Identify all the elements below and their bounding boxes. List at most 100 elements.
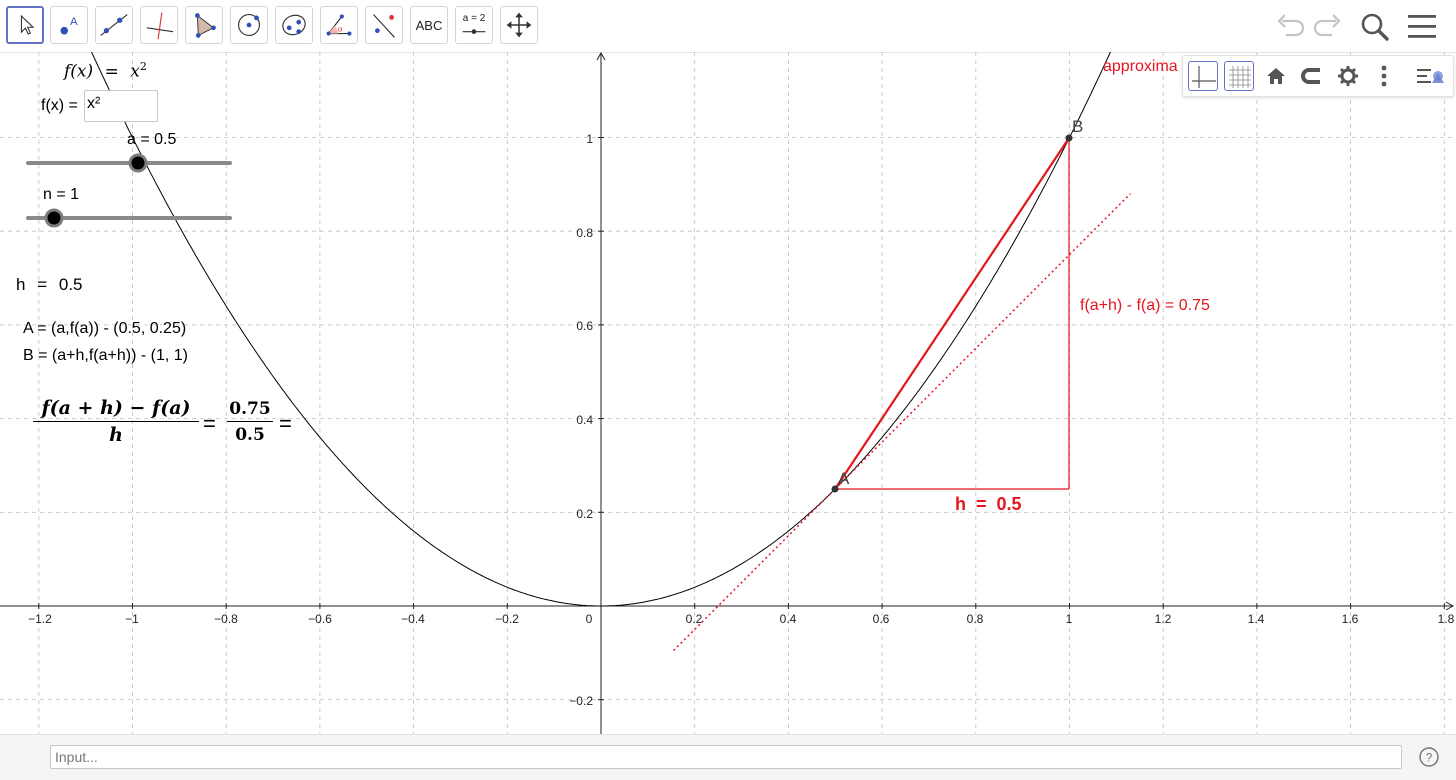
function-display: f(x) = x2: [64, 60, 147, 82]
settings-button[interactable]: [1333, 61, 1363, 91]
more-button[interactable]: [1369, 61, 1399, 91]
reflect-tool[interactable]: [365, 6, 403, 44]
slider-n[interactable]: [26, 208, 232, 228]
h-eq: =: [37, 275, 48, 294]
slider-a-knob[interactable]: [128, 153, 148, 173]
move-tool[interactable]: [6, 6, 44, 44]
graphics-view[interactable]: −1.2 −1 −0.8 −0.6 −0.4 −0.2 0 0.2 0.4 0.…: [0, 52, 1456, 734]
dq-denominator: h: [109, 424, 123, 446]
dq-den-value: 0.5: [235, 425, 265, 445]
dq-eq1: =: [203, 411, 216, 436]
circle-icon: [238, 14, 260, 36]
h-value: 0.5: [58, 275, 83, 294]
slider-a[interactable]: [26, 153, 232, 173]
slider-n-knob[interactable]: [44, 208, 64, 228]
circle-tool[interactable]: [230, 6, 268, 44]
angle-icon: α: [326, 14, 352, 36]
slider-n-label: n = 1: [43, 186, 80, 203]
x-tick-label: 1.8: [1438, 612, 1455, 626]
perpendicular-line-tool[interactable]: [140, 6, 178, 44]
style-toggle-button[interactable]: [1413, 61, 1449, 91]
point-a[interactable]: [831, 485, 839, 493]
function-input-field[interactable]: x²: [84, 90, 158, 122]
text-tool[interactable]: ABC: [410, 6, 448, 44]
graphics-canvas[interactable]: −1.2 −1 −0.8 −0.6 −0.4 −0.2 0 0.2 0.4 0.…: [0, 52, 1456, 734]
x-axis-ticks: −1.2 −1 −0.8 −0.6 −0.4 −0.2 0 0.2 0.4 0.…: [28, 612, 1455, 626]
slider-a-label: a = 0.5: [127, 131, 177, 148]
point-b-definition: B = (a+h,f(a+h)) - (1, 1): [23, 347, 188, 364]
x-tick-label: 1.4: [1248, 612, 1265, 626]
function-exponent: 2: [139, 60, 147, 73]
y-tick-label: −0.2: [569, 694, 593, 708]
function-lhs: f(x): [64, 61, 94, 82]
snap-button[interactable]: [1296, 61, 1326, 91]
slider-tool[interactable]: a = 2: [455, 6, 493, 44]
axes-toggle[interactable]: [1188, 61, 1218, 91]
point-b-label: B: [1072, 117, 1083, 136]
x-tick-label: 0.8: [967, 612, 984, 626]
x-tick-label: −1: [125, 612, 139, 626]
function-eq: =: [104, 61, 119, 82]
ellipse-icon: [282, 14, 306, 36]
home-icon: [1267, 68, 1285, 84]
home-button[interactable]: [1261, 61, 1291, 91]
svg-text:α: α: [338, 25, 343, 34]
toolbar: A α ABC a = 2: [0, 0, 1456, 53]
secant-line[interactable]: [834, 137, 1070, 490]
dq-numerator: f(a + h) − f(a): [33, 397, 199, 422]
dq-num-value: 0.75: [227, 399, 273, 422]
input-bar: ?: [0, 734, 1456, 780]
function-f-curve[interactable]: [0, 52, 1135, 607]
cursor-arrow-icon: [20, 14, 35, 35]
x-tick-label: 1.2: [1155, 612, 1172, 626]
more-icon: [1381, 65, 1387, 87]
point-tool[interactable]: A: [50, 6, 88, 44]
x-tick-label: 1.6: [1342, 612, 1359, 626]
grid-icon: [1229, 66, 1251, 88]
x-tick-label: 0: [586, 612, 593, 626]
line-tool[interactable]: [95, 6, 133, 44]
undo-icon[interactable]: [1274, 12, 1308, 40]
y-tick-label: 0.2: [576, 507, 593, 521]
text-tool-label: ABC: [415, 18, 443, 33]
rise-label: f(a+h) - f(a) = 0.75: [1080, 297, 1210, 314]
y-tick-label: 0.6: [576, 319, 593, 333]
y-tick-label: 0.8: [576, 226, 593, 240]
help-icon[interactable]: ?: [1418, 746, 1440, 768]
axes: [0, 52, 1455, 734]
h-value-text: h = 0.5: [16, 275, 83, 295]
polygon-icon: [195, 13, 216, 38]
h-label: h: [16, 275, 26, 294]
y-axis-ticks: 1 0.8 0.6 0.4 0.2 −0.2: [569, 132, 593, 708]
magnet-icon: [1301, 68, 1320, 84]
algebra-input-field[interactable]: [50, 745, 1402, 769]
point-icon: A: [60, 16, 78, 35]
x-tick-label: −0.8: [214, 612, 238, 626]
x-tick-label: −1.2: [28, 612, 52, 626]
point-a-label: A: [838, 469, 850, 488]
polygon-tool[interactable]: [185, 6, 223, 44]
slider-icon: [462, 29, 486, 34]
grid: [0, 52, 1456, 734]
axes-icon: [1192, 66, 1216, 88]
grid-toggle[interactable]: [1224, 61, 1254, 91]
tangent-line[interactable]: [673, 193, 1131, 652]
x-tick-label: −0.6: [308, 612, 332, 626]
svg-text:A: A: [70, 16, 78, 28]
help-icon-glyph: ?: [1426, 751, 1433, 765]
redo-icon[interactable]: [1310, 12, 1344, 40]
gear-icon: [1338, 66, 1358, 86]
menu-icon[interactable]: [1406, 12, 1438, 42]
conic-tool[interactable]: [275, 6, 313, 44]
line-icon: [100, 14, 128, 36]
x-axis-arrow: [1445, 601, 1455, 611]
search-icon[interactable]: [1358, 10, 1392, 44]
point-b[interactable]: [1065, 134, 1073, 142]
x-tick-label: −0.4: [401, 612, 425, 626]
x-tick-label: 0.2: [686, 612, 703, 626]
y-tick-label: 0.4: [576, 413, 593, 427]
angle-tool[interactable]: α: [320, 6, 358, 44]
y-axis-arrow: [596, 52, 606, 61]
move-graphics-view-tool[interactable]: [500, 6, 538, 44]
point-a-definition: A = (a,f(a)) - (0.5, 0.25): [23, 320, 187, 337]
